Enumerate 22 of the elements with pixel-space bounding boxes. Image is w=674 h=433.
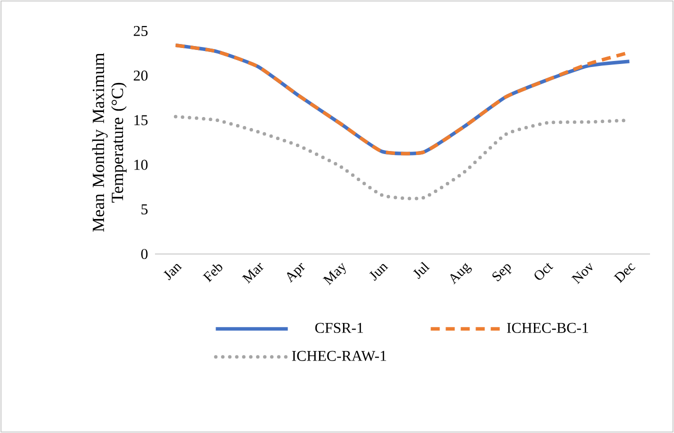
legend-label: ICHEC-RAW-1 (292, 350, 386, 362)
y-axis-title: Mean Monthly Maximum Temperature (°C) (92, 53, 127, 232)
x-tick-label: Jun (369, 264, 388, 281)
legend-label: ICHEC-BC-1 (507, 322, 588, 333)
x-tick-label: Jul (413, 262, 430, 280)
x-tick-label: Sep (492, 264, 512, 282)
y-tick-label: 5 (142, 204, 148, 214)
y-tick-label: 15 (134, 115, 148, 126)
x-tick-label: Apr (287, 262, 305, 283)
y-tick-label: 10 (134, 160, 148, 170)
x-tick-label: May (322, 262, 346, 286)
legend-label: CFSR-1 (315, 322, 363, 333)
x-tick-label: Oct (534, 263, 554, 280)
x-tick-label: Feb (202, 264, 222, 282)
x-tick-label: Mar (242, 262, 264, 284)
y-tick-label: 20 (134, 70, 148, 81)
x-tick-label: Jan (164, 264, 182, 280)
x-tick-label: Dec (614, 263, 636, 284)
y-tick-label: 25 (134, 26, 148, 36)
x-tick-label: Aug (450, 262, 472, 284)
y-tick-label: 0 (141, 248, 148, 260)
x-tick-label: Nov (571, 262, 592, 284)
